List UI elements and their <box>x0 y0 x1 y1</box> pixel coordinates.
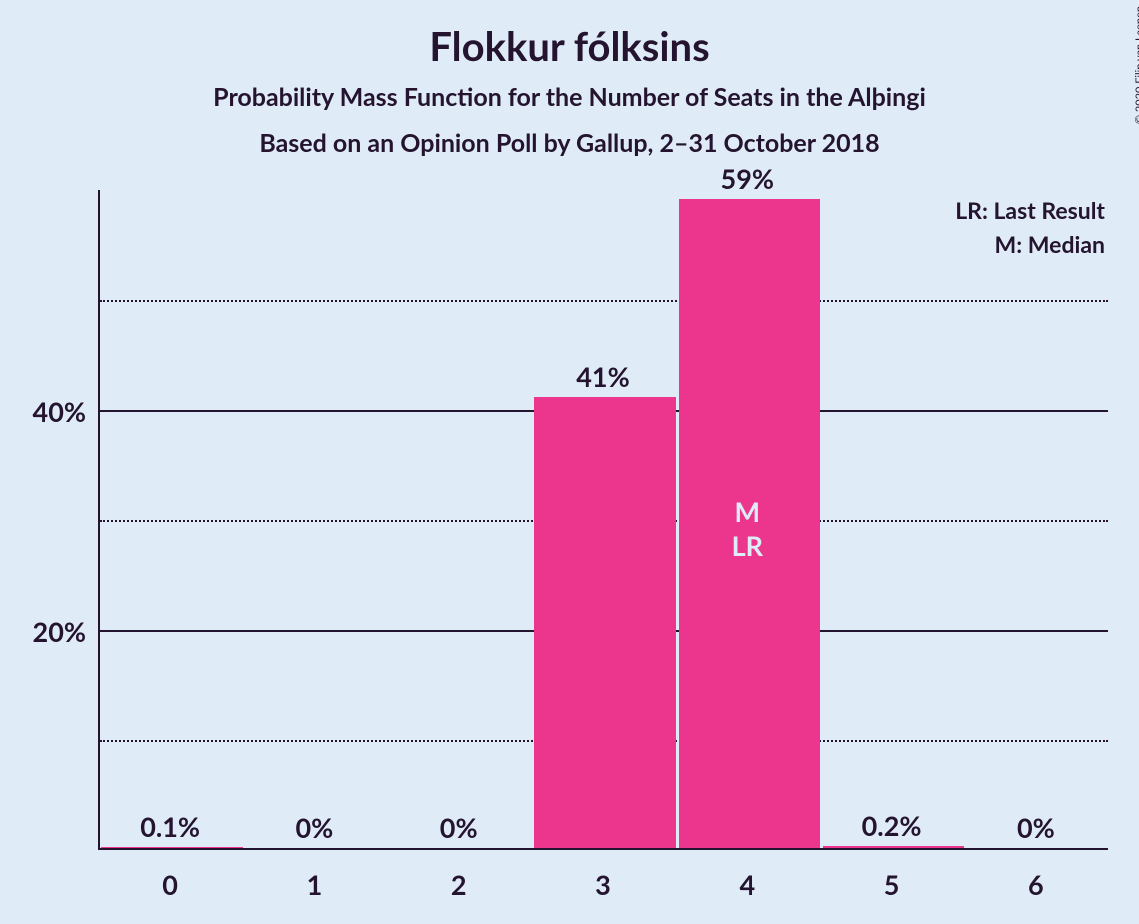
chart-subtitle-1: Probability Mass Function for the Number… <box>0 82 1139 112</box>
chart-title: Flokkur fólksins <box>0 22 1139 70</box>
bar-value-label: 0.1% <box>98 810 242 843</box>
copyright-text: © 2020 Filip van Laenen <box>1133 6 1139 124</box>
legend-item: LR: Last Result <box>955 196 1105 224</box>
bar-value-label: 0% <box>964 811 1108 844</box>
gridline-minor <box>100 300 1108 302</box>
x-axis-tick-label: 4 <box>675 868 819 901</box>
bar <box>823 846 964 848</box>
legend-item: M: Median <box>995 230 1105 258</box>
chart-subtitle-2: Based on an Opinion Poll by Gallup, 2–31… <box>0 128 1139 158</box>
bar-value-label: 59% <box>675 162 819 195</box>
bar-value-label: 41% <box>531 360 675 393</box>
bar-annotation: LR <box>675 529 819 562</box>
x-axis-tick-label: 0 <box>98 868 242 901</box>
plot-area <box>98 190 1108 850</box>
bar-annotation: M <box>675 495 819 528</box>
bar-value-label: 0% <box>242 811 386 844</box>
x-axis-tick-label: 6 <box>964 868 1108 901</box>
x-axis-tick-label: 5 <box>819 868 963 901</box>
bar-value-label: 0.2% <box>819 809 963 842</box>
bar-value-label: 0% <box>387 811 531 844</box>
chart-container: Flokkur fólksins Probability Mass Functi… <box>0 0 1139 924</box>
bar <box>534 397 675 848</box>
x-axis-tick-label: 3 <box>531 868 675 901</box>
bar <box>101 847 242 848</box>
y-axis-tick-label: 40% <box>6 395 86 428</box>
x-axis-tick-label: 2 <box>387 868 531 901</box>
y-axis-tick-label: 20% <box>6 615 86 648</box>
x-axis-tick-label: 1 <box>242 868 386 901</box>
